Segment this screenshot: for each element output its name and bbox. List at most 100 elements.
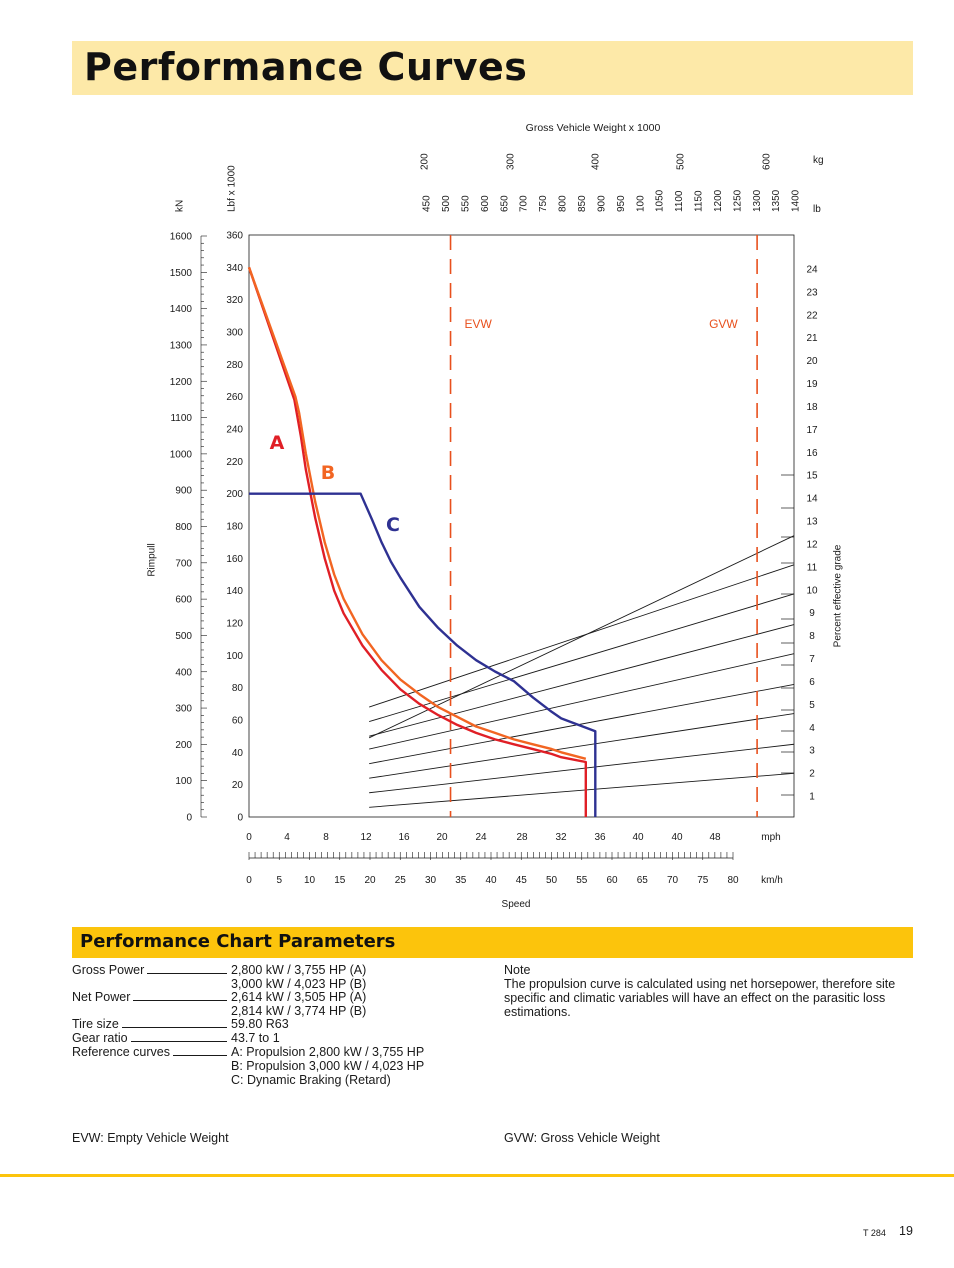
lb-tick-label: 800 xyxy=(558,195,569,212)
lbf-tick-label: 180 xyxy=(226,522,243,533)
lb-tick-label: 850 xyxy=(577,195,588,212)
grade-tick-label: 21 xyxy=(806,333,818,344)
kn-tick-label: 1000 xyxy=(170,449,193,460)
kn-tick-label: 1100 xyxy=(170,413,192,424)
grade-line xyxy=(369,743,795,794)
kmh-tick-label: 5 xyxy=(276,875,282,886)
page-number: 19 xyxy=(899,1224,913,1238)
grade-tick-label: 24 xyxy=(806,265,818,276)
mph-tick-label: 40 xyxy=(632,832,644,843)
lb-tick-label: 1150 xyxy=(694,190,705,212)
curve-label-a: A xyxy=(270,432,285,454)
grade-line xyxy=(369,593,795,723)
grade-line xyxy=(369,564,795,708)
mph-tick-label: 16 xyxy=(398,832,410,843)
curve-c xyxy=(249,492,597,817)
param-gross-power: Gross Power 2,800 kW / 3,755 HP (A) 3,00… xyxy=(72,963,452,991)
kn-tick-label: 400 xyxy=(175,667,192,678)
kg-tick-label: 300 xyxy=(506,153,517,170)
grade-tick-label: 15 xyxy=(806,471,818,482)
param-label: Net Power xyxy=(72,990,134,1004)
param-label: Tire size xyxy=(72,1017,122,1031)
grade-tick-label: 7 xyxy=(809,654,815,665)
kmh-tick-label: 30 xyxy=(425,875,437,886)
leader-line xyxy=(112,1027,227,1028)
grade-tick-label: 3 xyxy=(809,746,815,757)
grade-tick-label: 19 xyxy=(806,379,818,390)
grade-tick-label: 14 xyxy=(806,494,818,505)
bottom-rule xyxy=(0,1174,954,1177)
top-axis-title: Gross Vehicle Weight x 1000 xyxy=(526,122,661,134)
lbf-tick-label: 140 xyxy=(226,586,243,597)
grade-tick-label: 18 xyxy=(806,402,818,413)
note-text: The propulsion curve is calculated using… xyxy=(504,977,896,1019)
lbf-tick-label: 320 xyxy=(226,295,243,306)
param-net-power: Net Power 2,614 kW / 3,505 HP (A) 2,814 … xyxy=(72,990,452,1018)
lbf-tick-label: 240 xyxy=(226,425,243,436)
grade-tick-label: 22 xyxy=(806,310,818,321)
leader-line xyxy=(112,973,227,974)
lb-tick-label: 750 xyxy=(538,195,549,212)
kmh-tick-label: 50 xyxy=(546,875,558,886)
lb-tick-label: 500 xyxy=(441,195,452,212)
weight-marker-label: EVW xyxy=(465,317,493,331)
lb-tick-label: 100 xyxy=(635,195,646,212)
lb-tick-label: 700 xyxy=(519,195,530,212)
kn-tick-label: 1400 xyxy=(170,304,193,315)
grade-tick-label: 20 xyxy=(806,356,818,367)
evw-legend: EVW: Empty Vehicle Weight xyxy=(72,1131,229,1145)
lb-tick-label: 600 xyxy=(480,195,491,212)
kn-tick-label: 1500 xyxy=(170,268,193,279)
lb-tick-label: 900 xyxy=(596,195,607,212)
mph-tick-label: 40 xyxy=(671,832,683,843)
grade-line xyxy=(369,653,795,750)
lb-tick-label: 650 xyxy=(499,195,510,212)
grade-tick-label: 9 xyxy=(809,608,815,619)
page-code: T 284 xyxy=(863,1228,886,1238)
lbf-tick-label: 20 xyxy=(232,780,244,791)
lbf-tick-label: 80 xyxy=(232,683,244,694)
kn-tick-label: 700 xyxy=(175,558,192,569)
mph-tick-label: 12 xyxy=(360,832,372,843)
lb-tick-label: 1250 xyxy=(732,189,743,212)
lbf-tick-label: 60 xyxy=(232,716,244,727)
grade-tick-label: 12 xyxy=(806,539,818,550)
x-axis-label: Speed xyxy=(502,899,531,910)
param-value: A: Propulsion 2,800 kW / 3,755 HP xyxy=(231,1045,425,1059)
grade-tick-label: 23 xyxy=(806,287,818,298)
param-tire-size: Tire size 59.80 R63 xyxy=(72,1017,452,1031)
kn-tick-label: 1600 xyxy=(170,232,193,243)
page-title: Performance Curves xyxy=(84,45,528,89)
lbf-tick-label: 200 xyxy=(226,489,243,500)
lbf-tick-label: 360 xyxy=(226,231,243,242)
lb-tick-label: 450 xyxy=(422,195,433,212)
lb-unit-label: lb xyxy=(813,204,821,215)
grade-tick-label: 16 xyxy=(806,448,818,459)
weight-marker-label: GVW xyxy=(709,317,738,331)
grade-line xyxy=(369,624,795,737)
lbf-tick-label: 260 xyxy=(226,392,243,403)
grade-tick-label: 2 xyxy=(809,769,815,780)
kn-unit-label: kN xyxy=(175,200,186,212)
kn-tick-label: 100 xyxy=(175,776,192,787)
lbf-tick-label: 120 xyxy=(226,619,243,630)
curve-label-c: C xyxy=(386,514,400,536)
kn-tick-label: 1300 xyxy=(170,340,193,351)
kmh-tick-label: 15 xyxy=(334,875,346,886)
kg-tick-label: 200 xyxy=(420,153,431,170)
lb-tick-label: 550 xyxy=(460,195,471,212)
lbf-tick-label: 300 xyxy=(226,328,243,339)
kmh-tick-label: 65 xyxy=(637,875,649,886)
kg-unit-label: kg xyxy=(813,155,824,166)
grade-tick-label: 8 xyxy=(809,631,815,642)
lb-tick-label: 1300 xyxy=(752,189,763,212)
curve-a xyxy=(247,266,587,817)
param-value: 2,614 kW / 3,505 HP (A) xyxy=(231,990,367,1004)
lb-tick-label: 1200 xyxy=(713,189,724,212)
grade-line xyxy=(369,713,795,779)
mph-unit-label: mph xyxy=(761,832,780,843)
param-label: Reference curves xyxy=(72,1045,173,1059)
kn-tick-label: 0 xyxy=(186,813,192,824)
y-axis-label: Rimpull xyxy=(147,543,158,576)
